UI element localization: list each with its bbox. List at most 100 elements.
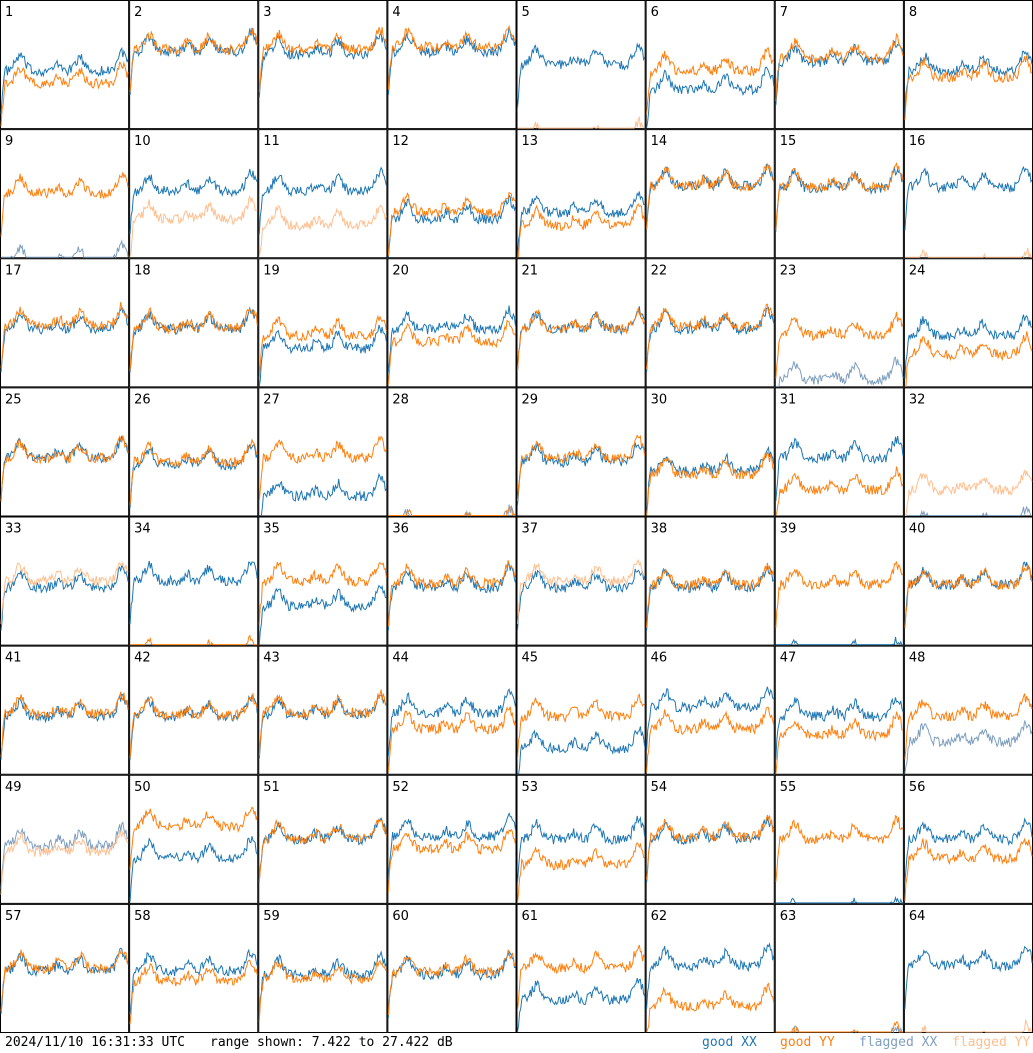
series-yy-49 [0, 829, 129, 895]
series-yy-30 [646, 451, 775, 516]
series-yy-16 [904, 247, 1032, 259]
panel-13: 13 [516, 129, 646, 259]
series-xx-64 [904, 945, 1033, 1010]
panel-frame [645, 387, 775, 517]
series-xx-11 [258, 166, 387, 235]
panel-25: 25 [0, 387, 130, 517]
panel-11: 11 [258, 129, 388, 259]
series-xx-20 [387, 305, 516, 373]
panel-17: 17 [0, 258, 130, 388]
panel-label: 55 [780, 780, 797, 795]
series-yy-60 [387, 949, 516, 1016]
panel-label: 35 [263, 522, 280, 537]
panel-27: 27 [258, 387, 388, 517]
series-xx-50 [129, 836, 258, 902]
panel-frame [516, 516, 646, 646]
panel-frame [387, 774, 517, 904]
series-xx-44 [387, 688, 516, 756]
series-xx-2 [129, 27, 258, 96]
panel-51: 51 [258, 774, 388, 904]
panel-5: 5 [516, 0, 646, 130]
panel-8: 8 [903, 0, 1033, 130]
panel-label: 23 [780, 263, 797, 278]
panel-20: 20 [387, 258, 517, 388]
panel-18: 18 [129, 258, 259, 388]
series-xx-13 [517, 191, 645, 256]
series-xx-9 [1, 239, 129, 259]
panel-frame [387, 129, 517, 259]
panel-22: 22 [645, 258, 775, 388]
panel-28: 28 [387, 387, 517, 517]
panel-label: 21 [522, 263, 539, 278]
series-yy-17 [0, 302, 129, 369]
panel-label: 51 [263, 780, 280, 795]
panel-29: 29 [516, 387, 646, 517]
panel-26: 26 [129, 387, 259, 517]
series-yy-9 [0, 172, 129, 237]
panel-frame [645, 0, 775, 130]
panel-frame [645, 645, 775, 775]
panel-label: 32 [909, 392, 926, 407]
series-yy-57 [0, 949, 129, 1012]
panel-frame [387, 645, 517, 775]
panel-frame [774, 903, 904, 1033]
series-yy-40 [904, 564, 1033, 628]
panel-label: 34 [134, 522, 151, 537]
series-yy-61 [517, 944, 646, 1012]
panel-32: 32 [903, 387, 1033, 517]
series-yy-42 [129, 693, 258, 759]
panel-label: 18 [134, 263, 151, 278]
panel-frame [516, 645, 646, 775]
panel-label: 37 [522, 522, 539, 537]
series-yy-6 [646, 47, 774, 114]
panel-label: 60 [392, 909, 409, 924]
panel-42: 42 [129, 645, 259, 775]
series-yy-46 [646, 706, 775, 773]
panel-44: 44 [387, 645, 517, 775]
panel-47: 47 [774, 645, 904, 775]
panel-label: 31 [780, 392, 797, 407]
panel-9: 9 [0, 129, 130, 259]
series-xx-52 [387, 811, 516, 880]
panel-label: 47 [780, 651, 797, 666]
panel-frame [0, 387, 130, 517]
panel-label: 5 [522, 5, 530, 20]
panel-label: 40 [909, 522, 926, 537]
panel-label: 46 [651, 651, 668, 666]
series-yy-19 [258, 314, 387, 379]
panel-frame [774, 129, 904, 259]
series-xx-61 [517, 977, 646, 1033]
legend-good-xx: good XX [702, 1035, 757, 1050]
series-yy-11 [258, 204, 387, 258]
series-yy-36 [387, 560, 516, 627]
panel-label: 3 [263, 5, 271, 20]
panel-label: 64 [909, 909, 926, 924]
panel-label: 2 [134, 5, 142, 20]
panel-7: 7 [774, 0, 904, 130]
panel-31: 31 [774, 387, 904, 517]
panel-35: 35 [258, 516, 388, 646]
panel-frame [516, 903, 646, 1033]
panel-label: 36 [392, 522, 409, 537]
legend-good-yy: good YY [780, 1035, 835, 1050]
series-yy-18 [129, 306, 258, 371]
panel-label: 33 [5, 522, 22, 537]
series-xx-27 [259, 472, 387, 516]
series-xx-30 [646, 445, 775, 515]
panel-label: 41 [5, 651, 22, 666]
panel-frame [258, 387, 388, 517]
panel-label: 57 [5, 909, 22, 924]
panel-label: 11 [263, 134, 280, 149]
series-yy-41 [0, 691, 129, 757]
panel-15: 15 [774, 129, 904, 259]
series-yy-3 [258, 27, 387, 93]
series-yy-53 [517, 842, 645, 903]
panel-60: 60 [387, 903, 517, 1033]
series-yy-24 [904, 331, 1033, 387]
series-yy-29 [517, 434, 646, 502]
panel-frame [903, 258, 1033, 388]
panel-38: 38 [645, 516, 775, 646]
series-xx-16 [904, 165, 1033, 231]
panel-label: 58 [134, 909, 151, 924]
series-yy-63 [775, 1021, 903, 1033]
